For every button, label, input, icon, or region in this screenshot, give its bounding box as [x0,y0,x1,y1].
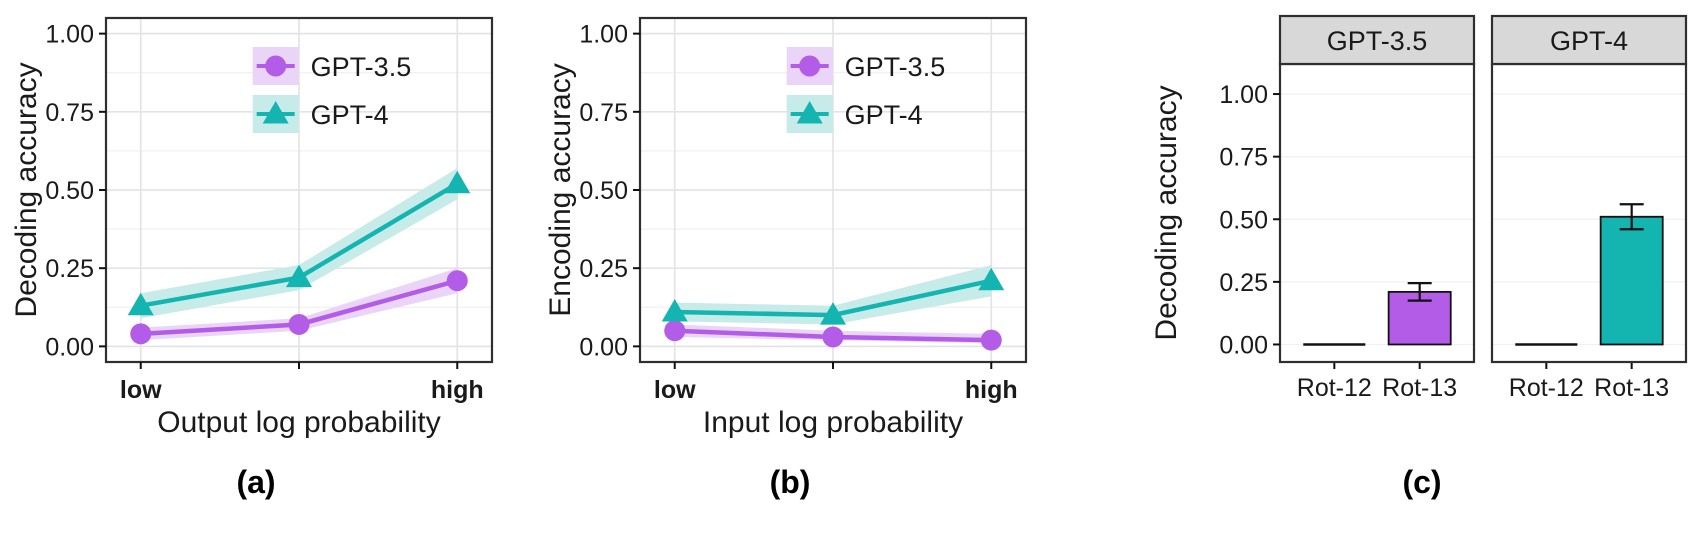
panel-a-caption: (a) [236,464,276,500]
svg-text:Rot-12: Rot-12 [1297,374,1372,402]
data-point-triangle [978,267,1005,291]
svg-text:low: low [120,376,162,404]
svg-text:1.00: 1.00 [45,21,94,49]
y-axis-title: Decoding accuracy [10,62,43,317]
data-point-circle [822,326,844,348]
data-point-circle [980,329,1002,351]
x-axis-title: Output log probability [157,406,441,439]
data-point-circle [288,313,310,335]
svg-text:high: high [965,376,1018,404]
svg-text:0.00: 0.00 [579,333,628,361]
data-point-triangle [286,264,312,288]
legend: GPT-3.5 GPT-4 [786,47,946,133]
axes: 0.00 0.25 0.50 0.75 1.00 low high [579,21,1017,404]
svg-text:GPT-3.5: GPT-3.5 [311,52,412,82]
facet-strip-label: GPT-4 [1550,26,1628,56]
panel-c-caption: (c) [1402,464,1442,500]
panel-a: 0.00 0.25 0.50 0.75 1.00 low high Output log pr… [6,6,506,501]
svg-text:GPT-4: GPT-4 [311,100,389,130]
y-axis-title: Decoding accuracy [1150,85,1183,340]
confidence-ribbon-GPT-4 [674,265,992,325]
svg-text:0.00: 0.00 [1219,331,1268,359]
svg-text:0.50: 0.50 [1219,206,1268,234]
facet-strip [1490,14,1688,66]
confidence-ribbon-GPT-4 [140,168,458,319]
axes: 0.00 0.25 0.50 0.75 1.00 low high [45,21,483,404]
y-axis: 0.00 0.25 0.50 0.75 1.00 [1219,81,1280,359]
data-point-circle [130,323,152,345]
svg-text:low: low [654,376,696,404]
svg-text:0.00: 0.00 [45,333,94,361]
panel-b: 0.00 0.25 0.50 0.75 1.00 low high Input log pro… [540,6,1040,501]
data-point-circle [446,270,468,292]
data-point-circle [799,55,821,77]
svg-text:0.75: 0.75 [45,99,94,127]
svg-text:0.50: 0.50 [45,177,94,205]
data-point-triangle [127,292,154,316]
data-point-triangle [444,170,471,194]
svg-text:0.25: 0.25 [1219,269,1268,297]
svg-text:0.75: 0.75 [579,99,628,127]
data-point-triangle [661,298,688,322]
svg-text:Rot-12: Rot-12 [1509,374,1584,402]
svg-text:Rot-13: Rot-13 [1594,374,1669,402]
data-point-circle [664,320,686,342]
svg-text:Rot-13: Rot-13 [1382,374,1457,402]
bar-Rot-13 [1599,215,1664,346]
svg-text:0.75: 0.75 [1219,144,1268,172]
svg-text:0.50: 0.50 [579,177,628,205]
data-point-triangle [820,302,846,325]
facet-strip-label: GPT-3.5 [1327,26,1428,56]
svg-text:1.00: 1.00 [579,21,628,49]
svg-text:0.25: 0.25 [579,255,628,283]
facet-GPT-4: Rot-12 Rot-13 GPT-4 [1490,14,1688,402]
x-axis-title: Input log probability [703,406,963,439]
svg-text:1.00: 1.00 [1219,81,1268,109]
legend: GPT-3.5 GPT-4 [252,47,412,133]
facet-GPT-3.5: Rot-12 Rot-13 GPT-3.5 [1278,14,1476,402]
svg-text:high: high [431,376,484,404]
svg-text:GPT-3.5: GPT-3.5 [845,52,946,82]
data-point-circle [265,55,287,77]
panel-b-caption: (b) [769,464,811,500]
svg-text:GPT-4: GPT-4 [845,100,923,130]
y-axis-title: Encoding accuracy [544,63,577,316]
data-point-triangle [796,101,823,124]
gridlines [640,18,1026,362]
svg-text:0.25: 0.25 [45,255,94,283]
facet-strip [1278,14,1476,66]
bar-chart-decoding-accuracy-by-cipher: Rot-12 Rot-13 GPT-3.5 Rot-12 Rot-13 GPT-4 0.00… [1150,14,1688,402]
data-point-triangle [262,101,289,124]
panel-c: Rot-12 Rot-13 GPT-3.5 Rot-12 Rot-13 GPT-4 0.00… [1148,6,1696,501]
